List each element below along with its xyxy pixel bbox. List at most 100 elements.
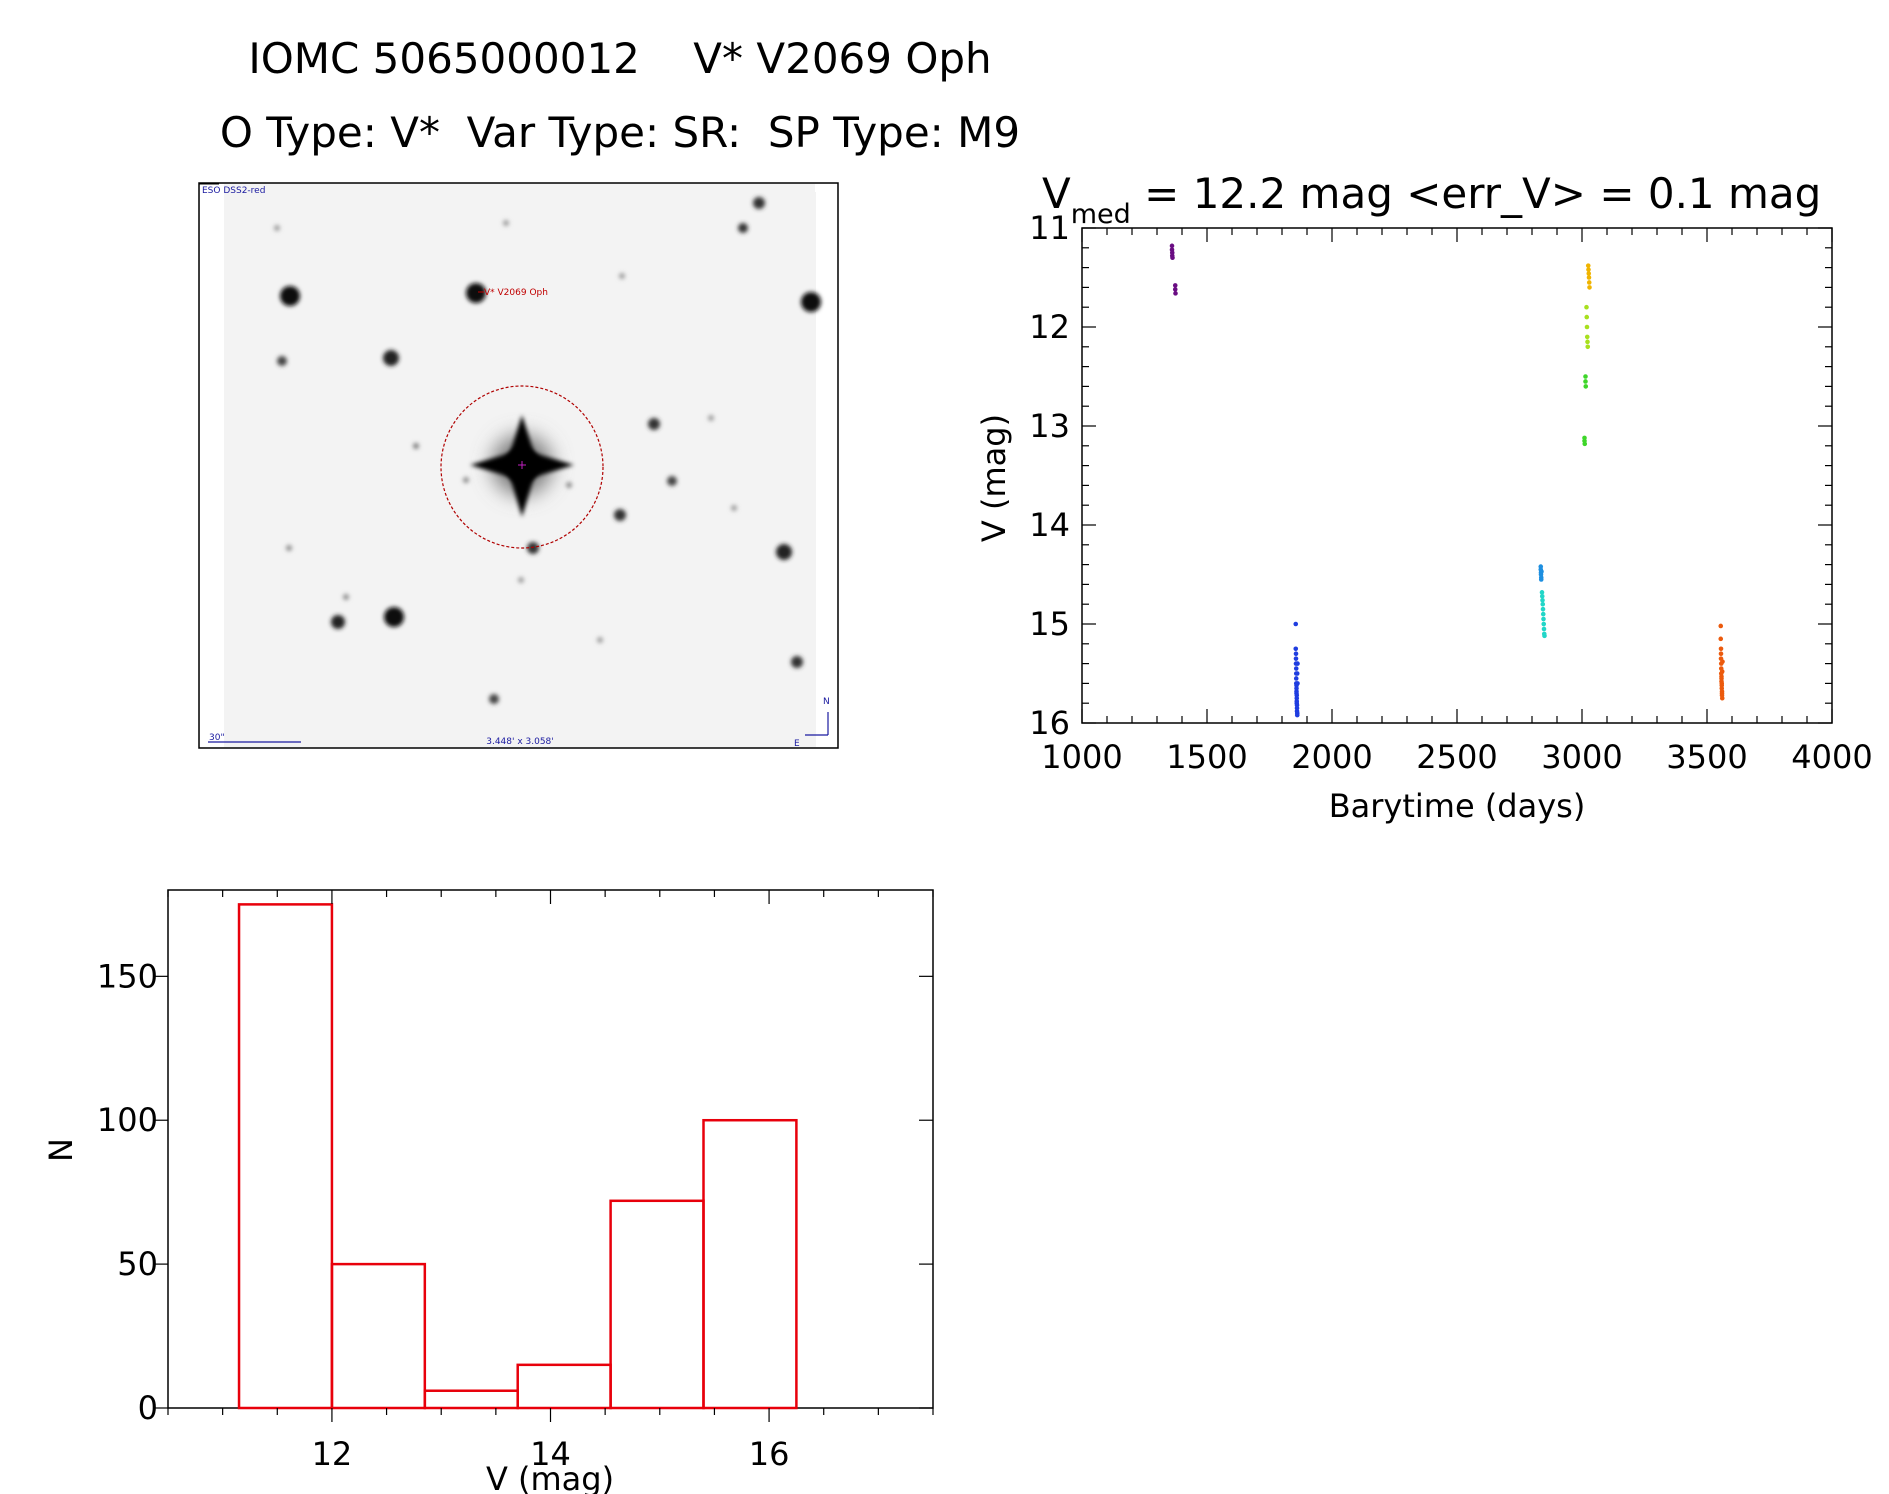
histogram-bar [330,1262,427,1410]
target-circle [440,385,604,549]
star [384,607,404,627]
histogram-bar [702,1118,798,1410]
data-point [1719,669,1725,674]
light-curve-points [1169,243,1725,718]
light-curve-chart: Vmed = 12.2 mag <err_V> = 0.1 mag 1000 15… [975,169,1873,825]
histogram-bar [423,1389,519,1410]
star [463,477,469,483]
star [527,542,539,554]
y-tick-label: 13 [1029,407,1070,445]
histogram-ylabel: N [42,1138,80,1162]
data-point [1294,671,1300,676]
star [801,292,821,312]
star [753,197,765,209]
histogram-plot-frame [167,889,934,1409]
histogram-xlabel: V (mag) [486,1460,614,1494]
light-curve-title-rest: = 12.2 mag <err_V> = 0.1 mag [1131,169,1822,218]
histogram-bar [516,1363,612,1410]
data-point [1173,291,1178,296]
data-point [1540,601,1546,607]
data-point [1169,243,1175,249]
light-curve-title-sub: med [1071,199,1131,230]
data-point [1539,590,1545,595]
finder-left-margin [200,184,224,747]
x-tick-label: 1000 [1041,738,1122,776]
star [413,443,419,449]
data-point [1584,334,1590,340]
light-curve-title: Vmed = 12.2 mag <err_V> = 0.1 mag [1042,169,1821,230]
x-tick-label: 12 [312,1435,353,1473]
star [383,350,399,366]
data-point [1585,263,1591,268]
star [731,505,737,511]
x-tick-label: 3000 [1541,738,1622,776]
y-tick-label: 15 [1029,605,1070,643]
data-point [1718,636,1724,642]
histogram-bar [237,903,334,1410]
star [708,415,714,421]
x-tick-label: 2500 [1416,738,1497,776]
data-point [1539,593,1545,599]
star [614,509,626,521]
histogram-bars [237,903,798,1410]
data-point [1293,646,1299,652]
data-point [1718,651,1724,656]
data-point [1584,304,1589,310]
data-point [1587,285,1592,290]
finder-fov-label: 3.448' x 3.058' [486,737,554,747]
light-curve-ticks: 1000 1500 2000 2500 3000 3500 4000 11 12 13 14 15 16 [1029,209,1872,776]
data-point [1719,695,1725,701]
page-subtitle: O Type: V* Var Type: SR: SP Type: M9 [220,108,1020,157]
x-tick-label: 3500 [1666,738,1747,776]
histogram-ticks: 12 14 16 0 50 100 150 [97,890,934,1473]
data-point [1293,666,1299,671]
data-point [1293,621,1299,627]
star [331,615,345,629]
star [566,482,572,488]
data-point [1541,626,1547,632]
star [791,656,803,668]
page-title: IOMC 5065000012 V* V2069 Oph [248,34,991,83]
star [343,594,349,600]
x-tick-label: 14 [530,1435,571,1473]
data-point [1293,651,1299,656]
x-tick-label: 2000 [1291,738,1372,776]
data-point [1582,441,1588,447]
finder-survey-label: ESO DSS2-red [202,186,265,196]
light-curve-ylabel: V (mag) [975,414,1013,542]
histogram-bar [609,1199,705,1410]
finder-target-label: V* V2069 Oph [484,288,548,298]
y-tick-label: 100 [97,1101,158,1139]
x-tick-label: 16 [749,1435,790,1473]
star [503,220,509,226]
finder-right-margin [816,184,837,747]
compass-north-label: N [823,697,830,707]
data-point [1541,616,1546,622]
data-point [1586,267,1591,272]
data-point [1583,384,1589,389]
star [597,637,603,643]
data-point [1586,275,1592,280]
light-curve-title-main: V [1042,169,1071,218]
y-tick-label: 14 [1029,506,1070,544]
data-point [1293,676,1299,681]
star [466,283,486,303]
data-point [1586,280,1592,285]
light-curve-xlabel: Barytime (days) [1329,787,1586,825]
star [518,577,524,583]
finder-top-right-notch [815,184,837,192]
x-tick-label: 4000 [1791,738,1872,776]
data-point [1540,606,1546,612]
data-point [1585,344,1591,350]
y-tick-label: 150 [97,957,158,995]
data-point [1295,661,1300,666]
finder-scale-label: 30" [209,733,225,743]
data-point [1584,314,1590,320]
data-point [1718,623,1724,629]
star [619,273,625,279]
star [274,225,280,231]
data-point [1538,577,1544,582]
histogram-chart: 12 14 16 0 50 100 150 V (mag) N [42,889,934,1494]
data-point [1295,681,1300,686]
